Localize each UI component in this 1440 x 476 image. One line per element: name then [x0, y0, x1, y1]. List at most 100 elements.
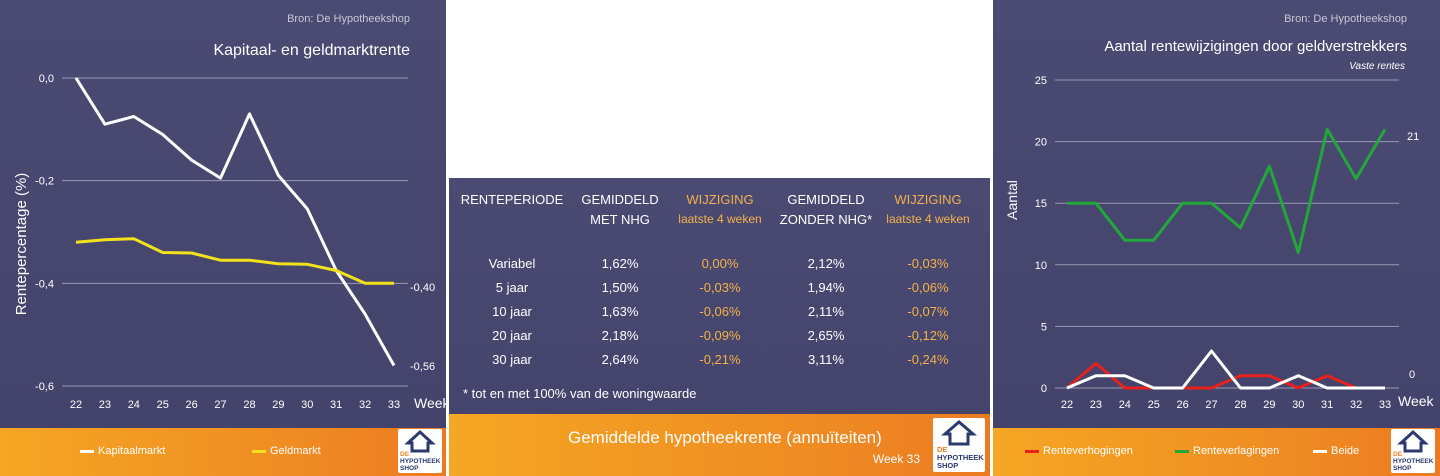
legend-bar: Renteverhogingen Renteverlagingen Beide … [993, 428, 1440, 476]
row-label: Variabel [488, 256, 536, 271]
header-line: ZONDER NHG* [779, 212, 873, 227]
logo-line: HYPOTHEEK [400, 458, 441, 465]
header-wijziging-zonder: WIJZIGING laatste 4 weken [873, 192, 983, 226]
chart-subtitle: Vaste rentes [1349, 61, 1405, 72]
x-tick-label: 22 [1061, 399, 1073, 411]
series-line-geldmarkt [75, 237, 394, 285]
logo-line: DE [400, 451, 410, 458]
series-line-renteverhogingen [1066, 361, 1385, 390]
table-cell: 1,62% [601, 256, 639, 271]
y-tick-label: 0,0 [39, 73, 54, 85]
x-tick-label: 29 [272, 399, 284, 411]
header-line: laatste 4 weken [886, 212, 970, 226]
x-tick-label: 29 [1263, 399, 1275, 411]
table-cell: 1,50% [601, 280, 639, 295]
row-label: 30 jaar [492, 352, 532, 367]
series-line-kapitaalmarkt [74, 77, 396, 367]
x-axis-label: Week [1398, 393, 1435, 409]
x-tick-label: 33 [1379, 399, 1391, 411]
rate-table: RENTEPERIODE GEMIDDELD MET NHG WIJZIGING… [449, 178, 990, 418]
left-line-chart: Rentepercentage (%) Week -0,40 -0,56 0,0… [13, 73, 446, 411]
house-logo-icon [1397, 429, 1429, 453]
table-cell: 3,11% [808, 352, 844, 367]
x-tick-label: 28 [243, 399, 255, 411]
banner-week: Week 33 [872, 452, 920, 466]
y-axis-label: Rentepercentage (%) [13, 173, 30, 316]
end-label-geldmarkt: -0,40 [410, 282, 435, 294]
y-tick-label: 0 [1041, 383, 1047, 395]
table-banner: Gemiddelde hypotheekrente (annuïteiten) … [449, 414, 990, 476]
legend-geldmarkt: Geldmarkt [252, 445, 321, 457]
house-logo-icon [404, 429, 436, 453]
header-line: WIJZIGING [894, 192, 962, 207]
logo-line: DE [1393, 451, 1403, 458]
legend-swatch-geldmarkt [252, 449, 266, 453]
legend-renteverhogingen: Renteverhogingen [1025, 445, 1133, 457]
legend-label: Kapitaalmarkt [98, 445, 166, 457]
header-line: GEMIDDELD [581, 192, 659, 207]
logo-line: DE [937, 445, 948, 454]
legend-swatch-beide [1313, 449, 1327, 453]
header-line: WIJZIGING [686, 192, 754, 207]
legend-label: Beide [1331, 445, 1360, 457]
logo-line: HYPOTHEEK [937, 453, 984, 462]
x-tick-label: 28 [1234, 399, 1246, 411]
legend-bar: Kapitaalmarkt Geldmarkt DE HYPOTHEEK SHO… [0, 428, 446, 476]
header-line: RENTEPERIODE [460, 192, 564, 207]
x-tick-label: 22 [70, 399, 82, 411]
x-tick-label: 30 [1292, 399, 1304, 411]
right-chart-panel: Bron: De Hypotheekshop Aantal rentewijzi… [993, 0, 1440, 476]
right-line-chart: Aantal Week 21 0 0 5 10 15 20 25 22 23 24 25 26 27 2… [1004, 75, 1435, 411]
table-cell: -0,12% [907, 328, 949, 343]
header-zonder-nhg: GEMIDDELD ZONDER NHG* [771, 192, 881, 227]
x-tick-label: 32 [359, 399, 371, 411]
logo-line: SHOP [937, 461, 959, 470]
logo-line: SHOP [400, 465, 419, 472]
logo-text: DE HYPOTHEEK SHOP [400, 451, 440, 472]
y-tick-label: 25 [1035, 75, 1047, 87]
source-label: Bron: De Hypotheekshop [287, 13, 410, 25]
legend-label: Geldmarkt [270, 445, 321, 457]
table-cell: -0,24% [907, 352, 949, 367]
legend-beide: Beide [1313, 445, 1359, 457]
table-cell: -0,03% [699, 280, 741, 295]
logo: DE HYPOTHEEK SHOP [398, 429, 442, 473]
table-cell: -0,06% [699, 304, 741, 319]
header-met-nhg: GEMIDDELD MET NHG [570, 192, 670, 227]
x-tick-label: 26 [186, 399, 198, 411]
y-tick-label: -0,6 [35, 381, 54, 393]
y-tick-label: 10 [1035, 260, 1047, 272]
table-cell: 2,65% [807, 328, 845, 343]
row-label: 20 jaar [492, 328, 532, 343]
x-tick-label: 25 [1148, 399, 1160, 411]
y-tick-label: 5 [1041, 321, 1047, 333]
table-cell: -0,03% [907, 256, 949, 271]
table-cell: 2,12% [807, 256, 845, 271]
table-cell: 1,94% [807, 280, 845, 295]
series-line-renteverlagingen [1067, 127, 1387, 254]
table-cell: -0,21% [699, 352, 741, 367]
x-tick-label: 31 [330, 399, 342, 411]
banner-title: Gemiddelde hypotheekrente (annuïteiten) [568, 428, 882, 447]
table-cell: -0,07% [907, 304, 949, 319]
header-line: GEMIDDELD [787, 192, 865, 207]
legend-label: Renteverhogingen [1043, 445, 1133, 457]
chart-title: Aantal rentewijzigingen door geldverstre… [1104, 38, 1407, 55]
table-cell: 0,00% [701, 256, 739, 271]
logo: DE HYPOTHEEK SHOP [1391, 429, 1435, 473]
x-tick-label: 31 [1321, 399, 1333, 411]
x-tick-label: 27 [214, 399, 226, 411]
legend-swatch-verlaging [1175, 449, 1189, 453]
house-logo-icon [940, 420, 978, 446]
x-tick-label: 33 [388, 399, 400, 411]
x-tick-label: 26 [1177, 399, 1189, 411]
series-line-beide [1066, 349, 1385, 390]
end-label-kapitaalmarkt: -0,56 [410, 361, 435, 373]
logo-text: DE HYPOTHEEK SHOP [1393, 451, 1433, 472]
logo-text: DE HYPOTHEEK SHOP [937, 446, 984, 470]
legend-renteverlagingen: Renteverlagingen [1175, 445, 1279, 457]
header-line: MET NHG [590, 212, 650, 227]
table-cell: 2,11% [808, 304, 844, 319]
y-tick-label: -0,4 [35, 278, 54, 290]
left-chart-panel: Bron: De Hypotheekshop Kapitaal- en geld… [0, 0, 446, 476]
